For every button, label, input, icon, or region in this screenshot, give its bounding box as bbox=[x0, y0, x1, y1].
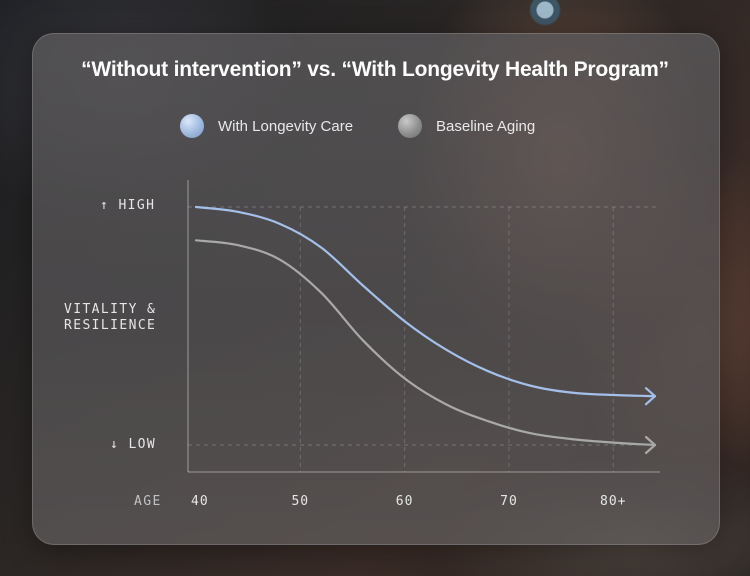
y-axis-title-line-2: RESILIENCE bbox=[64, 318, 157, 333]
legend-dot-care-icon bbox=[180, 114, 204, 138]
y-axis-title-line-1: VITALITY & bbox=[64, 302, 157, 317]
legend-label-baseline: Baseline Aging bbox=[436, 117, 536, 135]
chart-title: “Without intervention” vs. “With Longevi… bbox=[81, 58, 669, 81]
x-tick-label-80plus: 80+ bbox=[600, 494, 626, 509]
x-tick-label-70: 70 bbox=[500, 494, 518, 509]
series-arrowhead-care-icon bbox=[644, 387, 657, 406]
legend-dot-baseline-icon bbox=[398, 114, 422, 138]
x-tick-label-60: 60 bbox=[396, 494, 414, 509]
x-tick-label-40: 40 bbox=[191, 494, 209, 509]
series-line-baseline bbox=[194, 239, 657, 447]
x-tick-label-50: 50 bbox=[291, 494, 309, 509]
y-axis-title: VITALITY & RESILIENCE bbox=[64, 302, 174, 334]
x-axis-title: AGE bbox=[134, 494, 162, 509]
series-arrowhead-baseline-icon bbox=[644, 435, 657, 455]
background-eye bbox=[520, 0, 570, 28]
chart-card bbox=[32, 33, 720, 545]
legend-item-care: With Longevity Care bbox=[180, 114, 353, 138]
series-line-care bbox=[194, 205, 657, 398]
legend-item-baseline: Baseline Aging bbox=[398, 114, 535, 138]
legend-label-care: With Longevity Care bbox=[218, 117, 354, 135]
y-axis-high-label: ↑ HIGH bbox=[100, 198, 156, 213]
y-axis-low-label: ↓ LOW bbox=[110, 437, 157, 452]
